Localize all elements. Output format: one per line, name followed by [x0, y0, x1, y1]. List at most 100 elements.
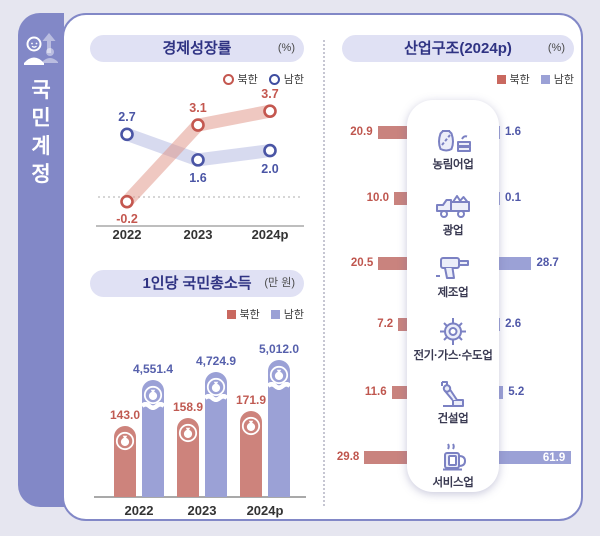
industry-value-label-north: 20.9: [350, 126, 373, 138]
growth-point-label: 2.0: [261, 161, 279, 176]
north-ring-icon: [222, 73, 234, 85]
south-square-icon: [540, 74, 550, 84]
industry-label: 농림어업: [432, 159, 474, 171]
industry-bar-north: [398, 318, 409, 331]
industry-bar-north: [391, 386, 409, 399]
gni-value-label-south: 4,724.9: [195, 354, 237, 369]
gni-x-label: 2023: [187, 503, 217, 518]
industry-value-label-south: 2.6: [505, 318, 522, 330]
gni-value-label-south: 4,551.4: [132, 362, 174, 376]
sidebar-title-char: 국: [31, 79, 51, 102]
gni-bar-south: [205, 372, 227, 497]
gni-bar-north: [177, 417, 199, 497]
legend-label-south: 남한: [283, 74, 304, 86]
industry-value-label-north: 20.5: [350, 257, 374, 269]
growth-point-label: 3.1: [189, 101, 207, 116]
gear-icon: [407, 314, 499, 350]
growth-chart-legend: 북한 남한: [154, 71, 304, 87]
construction-arm-icon: [407, 377, 499, 413]
industry-label: 광업: [442, 225, 464, 237]
industry-value-label-south: 61.9: [542, 452, 566, 464]
axis-break-wave: [205, 394, 227, 403]
industry-bar-north: [394, 192, 409, 205]
growth-chart-unit: (%): [277, 42, 295, 54]
legend-item-south: 남한: [268, 71, 304, 87]
industry-value-label-south: 28.7: [536, 257, 559, 269]
legend-label-north: 북한: [509, 74, 530, 86]
industry-value-label-north: 10.0: [366, 192, 389, 204]
growth-point-label: 2.7: [118, 110, 136, 125]
industry-bar-south: [497, 257, 532, 270]
industry-value-label-north: 11.6: [364, 386, 387, 398]
gni-x-label: 2024p: [246, 503, 284, 518]
gni-value-label-north: 143.0: [109, 407, 141, 422]
legend-item-south: 남한: [270, 306, 304, 322]
axis-break-wave: [142, 402, 164, 410]
column-divider: [323, 40, 325, 506]
gni-chart-unit: (만 원): [264, 277, 295, 289]
growth-line-plot: [96, 104, 304, 227]
legend-label-south: 남한: [283, 309, 304, 321]
industry-chart-unit: (%): [547, 42, 565, 54]
industry-bar-south: [497, 386, 504, 399]
south-ring-icon: [268, 73, 280, 85]
money-pouch-icon: [241, 416, 261, 436]
industry-value-label-south: 1.6: [505, 126, 521, 138]
gni-value-label-north: 158.9: [172, 399, 204, 414]
drill-icon: [407, 251, 499, 287]
industry-bar-north: [377, 126, 409, 139]
gni-chart-legend: 북한 남한: [154, 306, 304, 322]
sidebar-title-char: 정: [31, 163, 51, 186]
growth-point-label: -0.2: [116, 211, 138, 226]
legend-item-north: 북한: [226, 306, 260, 322]
money-pouch-icon: [143, 385, 163, 405]
north-square-icon: [496, 74, 506, 84]
growth-point-label: 3.7: [261, 87, 279, 102]
mining-truck-icon: [407, 189, 499, 225]
sidebar-title-char: 계: [31, 135, 51, 158]
axis-break-wave: [268, 381, 290, 390]
legend-label-north: 북한: [237, 74, 258, 86]
industry-bar-north: [364, 451, 409, 464]
industry-label: 전기·가스·수도업: [413, 350, 493, 362]
industry-card: 농림어업 광업 제조업: [407, 100, 499, 492]
sidebar-title-char: 민: [31, 107, 51, 130]
main-panel: 경제성장률 (%) 북한 남한 2022 2023 2024p 1인당 국민총소…: [62, 13, 583, 521]
industry-value-label-north: 29.8: [336, 451, 360, 463]
legend-item-north: 북한: [222, 71, 258, 87]
growth-chart-title-pill: 경제성장률 (%): [90, 35, 304, 62]
person-growth-icon: [24, 33, 58, 65]
growth-x-label: 2022: [112, 227, 142, 242]
money-pouch-icon: [115, 431, 135, 450]
legend-item-south: 남한: [540, 71, 574, 87]
legend-item-north: 북한: [496, 71, 530, 87]
growth-chart-title: 경제성장률: [162, 40, 232, 57]
industry-chart-title-pill: 산업구조(2024p) (%): [342, 35, 574, 62]
growth-x-label: 2023: [183, 227, 213, 242]
gni-chart-title: 1인당 국민총소득: [142, 275, 252, 292]
gni-bar-north: [240, 411, 262, 497]
industry-bar-south: [497, 451, 572, 464]
industry-value-label-south: 0.1: [505, 192, 521, 204]
growth-x-label: 2024p: [251, 227, 289, 242]
industry-label: 제조업: [437, 287, 469, 299]
gni-x-axis: [94, 496, 306, 498]
gni-value-label-south: 5,012.0: [258, 341, 300, 356]
gni-bar-north: [114, 425, 136, 497]
gni-chart-title-pill: 1인당 국민총소득 (만 원): [90, 270, 304, 297]
money-pouch-icon: [206, 378, 226, 397]
industry-bar-north: [378, 257, 409, 270]
industry-chart-title: 산업구조(2024p): [404, 40, 512, 57]
money-pouch-icon: [269, 365, 289, 385]
industry-label: 서비스업: [432, 477, 474, 489]
gni-value-label-north: 171.9: [235, 393, 267, 408]
industry-value-label-north: 7.2: [377, 318, 394, 330]
gni-bar-south: [142, 380, 164, 497]
mug-icon: [407, 441, 499, 477]
industry-label: 건설업: [437, 413, 469, 425]
legend-label-north: 북한: [239, 309, 260, 321]
industry-value-label-south: 5.2: [508, 386, 525, 398]
north-square-icon: [226, 309, 236, 319]
sidebar-tab: 국 민 계 정: [18, 13, 64, 507]
